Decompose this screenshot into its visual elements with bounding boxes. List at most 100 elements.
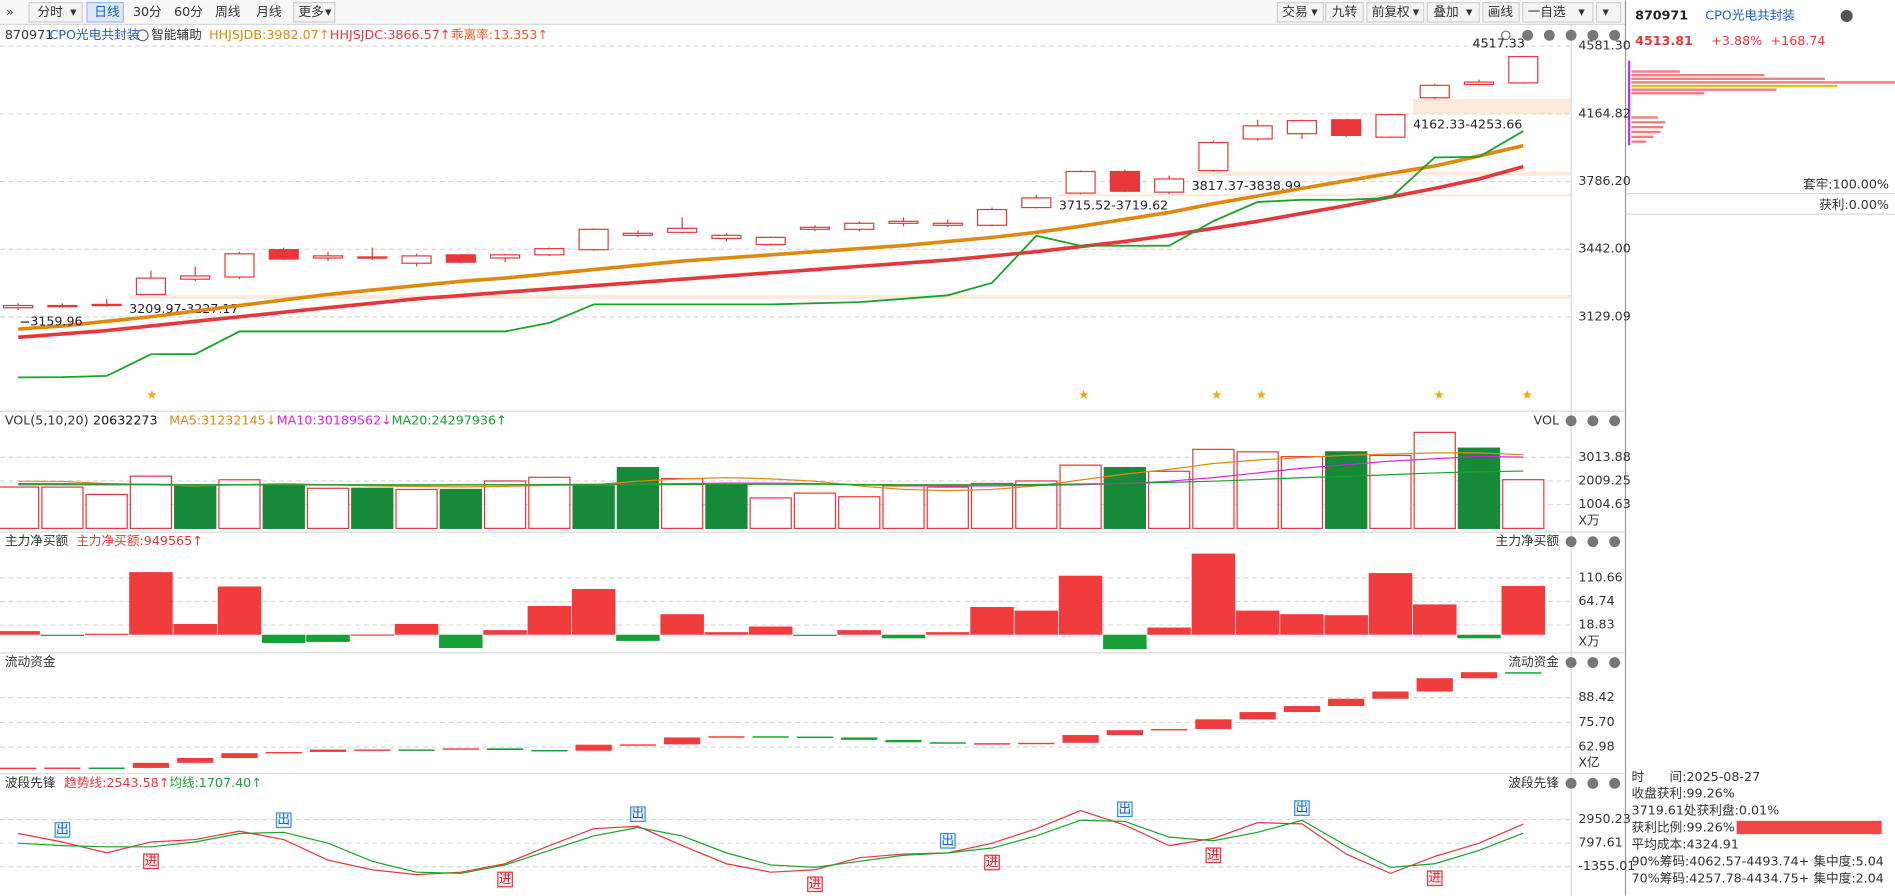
signal-label: 进 <box>809 876 822 891</box>
assist-label[interactable]: 智能辅助 <box>151 27 202 42</box>
signal-label: 出 <box>941 832 954 847</box>
net-buy-bar <box>306 634 350 642</box>
menu[interactable]: 叠加 <box>1433 4 1458 19</box>
candle-body <box>3 304 34 309</box>
settings-icon[interactable] <box>1565 415 1577 427</box>
menu[interactable]: 前复权 <box>1372 4 1410 19</box>
chip-bar <box>1631 70 1680 73</box>
candle-body <box>1331 119 1362 137</box>
liquidity-bar <box>177 757 214 763</box>
candle-body <box>445 254 476 263</box>
close-icon[interactable] <box>1609 536 1621 548</box>
liquidity-bar <box>1505 672 1542 674</box>
tab[interactable]: 60分 <box>174 4 203 19</box>
close-icon[interactable] <box>1609 415 1621 427</box>
y-tick-label: 3129.09 <box>1578 308 1630 323</box>
candle-body <box>1109 170 1140 192</box>
dropdown-icon[interactable]: ▾ <box>70 4 77 19</box>
liquidity-bar <box>1062 735 1099 743</box>
settings-icon[interactable] <box>1565 657 1577 668</box>
tab[interactable]: 日线 <box>94 4 120 19</box>
signal-label: 出 <box>56 821 69 836</box>
button[interactable] <box>1426 2 1480 23</box>
candle-body <box>489 254 521 259</box>
candle-body <box>888 220 919 224</box>
chip-bar <box>1631 135 1654 139</box>
volume-bar <box>1413 431 1456 529</box>
settings-icon[interactable] <box>1565 777 1577 789</box>
button[interactable] <box>28 2 83 23</box>
indicator-line <box>17 164 1524 340</box>
remove-icon[interactable] <box>1543 29 1555 41</box>
help-icon[interactable] <box>1587 777 1599 789</box>
indicator-label: 趋势线:2543.58↑ <box>64 775 169 790</box>
collapse-icon[interactable]: » <box>6 4 14 19</box>
candle-body <box>844 222 875 230</box>
net-buy-bar <box>40 634 85 636</box>
menu[interactable]: 九转 <box>1332 4 1358 19</box>
dropdown-icon[interactable]: ▾ <box>325 4 332 19</box>
button[interactable] <box>1522 2 1594 23</box>
button[interactable] <box>1276 2 1324 23</box>
panel-title: 流动资金 <box>5 654 56 669</box>
net-buy-bar <box>616 634 660 641</box>
info-line: 获利比例:99.26% <box>1632 820 1735 835</box>
button[interactable] <box>1595 2 1622 23</box>
indicator-line <box>17 143 1524 331</box>
button[interactable] <box>293 2 336 23</box>
menu[interactable]: 交易 <box>1282 4 1307 19</box>
net-buy-bar <box>926 632 970 635</box>
net-buy-bar <box>970 607 1014 635</box>
help-icon[interactable] <box>1587 415 1599 427</box>
star: ★ <box>146 387 157 402</box>
gap-label: 3817.37-3838.99 <box>1192 178 1301 193</box>
dropdown-icon[interactable]: ▾ <box>1311 4 1318 19</box>
chip-bar <box>1631 73 1765 77</box>
signal-box <box>1116 801 1133 818</box>
tab[interactable]: 30分 <box>133 4 162 19</box>
close-icon[interactable] <box>1609 777 1621 789</box>
refresh-icon[interactable] <box>1501 30 1511 41</box>
tab[interactable]: 周线 <box>215 4 241 19</box>
button[interactable] <box>1366 2 1425 23</box>
settings-icon[interactable] <box>1565 29 1577 41</box>
tab[interactable]: 月线 <box>256 4 282 19</box>
add-icon[interactable] <box>1522 29 1534 41</box>
button[interactable] <box>1482 2 1520 23</box>
dropdown-icon[interactable] <box>136 29 149 42</box>
help-icon[interactable] <box>1587 657 1599 668</box>
net-buy-bar <box>217 586 262 635</box>
net-buy-bar <box>439 634 483 649</box>
close-icon[interactable] <box>1609 657 1621 668</box>
settings-icon[interactable] <box>1565 536 1577 548</box>
tab[interactable]: 更多 <box>299 4 324 19</box>
help-icon[interactable] <box>1587 29 1599 41</box>
button-active[interactable] <box>86 2 124 23</box>
help-icon[interactable] <box>1587 536 1599 548</box>
close-icon[interactable] <box>1609 29 1621 41</box>
info-line: 平均成本:4324.91 <box>1632 837 1739 852</box>
menu[interactable]: 一自选 <box>1528 4 1566 19</box>
panel-title: VOL(5,10,20) <box>5 412 89 427</box>
info-line: 3719.61处获利盘:0.01% <box>1632 803 1780 818</box>
change-percent: +3.88% <box>1711 33 1762 48</box>
volume-bar <box>85 493 128 529</box>
net-buy-bar <box>173 623 217 635</box>
candle-body <box>1198 141 1229 172</box>
liquidity-bar <box>752 736 789 738</box>
liquidity-bar <box>885 739 922 743</box>
tab[interactable]: 分时 <box>37 4 63 19</box>
candle-body <box>1242 125 1273 140</box>
dropdown-icon[interactable]: ▾ <box>1603 4 1610 19</box>
liquidity-bar <box>929 742 966 744</box>
menu[interactable]: 画线 <box>1488 4 1514 19</box>
button[interactable] <box>1325 2 1364 23</box>
signal-box <box>143 853 159 870</box>
dropdown-icon[interactable]: ▾ <box>1578 4 1585 19</box>
volume-bar <box>1369 454 1412 529</box>
dropdown-icon[interactable]: ▾ <box>1413 4 1420 19</box>
liquidity-bar <box>1328 698 1365 707</box>
volume-bar <box>882 485 925 529</box>
info-icon[interactable] <box>1840 9 1853 22</box>
dropdown-icon[interactable]: ▾ <box>1466 4 1473 19</box>
